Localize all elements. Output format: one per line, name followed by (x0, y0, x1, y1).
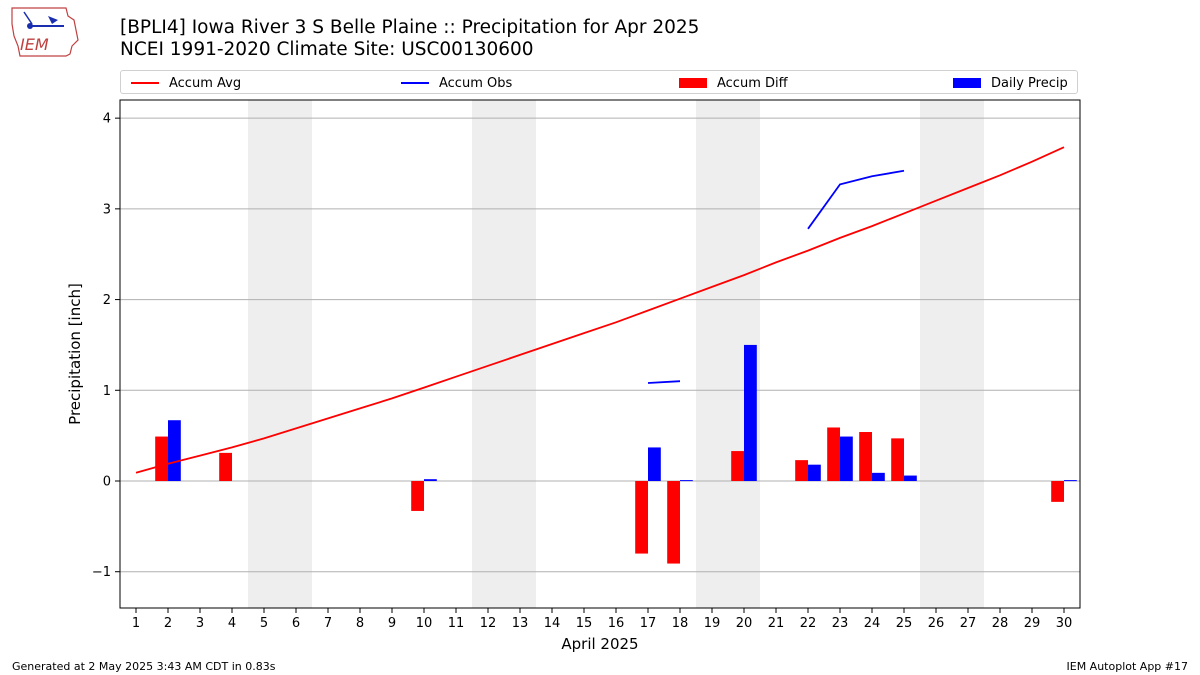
legend-item-accum-diff: Accum Diff (679, 75, 788, 91)
xtick-label-12: 12 (480, 616, 497, 631)
legend-item-daily-precip: Daily Precip (953, 75, 1068, 91)
legend-swatch-accum-diff (679, 78, 707, 88)
bar-accum-diff-22 (795, 460, 808, 481)
xtick-label-28: 28 (992, 616, 1009, 631)
xtick-label-8: 8 (356, 616, 364, 631)
bar-accum-diff-25 (891, 438, 904, 481)
legend: Accum Avg Accum Obs Accum Diff Daily Pre… (120, 70, 1078, 94)
footer-generated: Generated at 2 May 2025 3:43 AM CDT in 0… (12, 660, 276, 673)
weekend-band-26 (920, 100, 952, 608)
xtick-label-25: 25 (896, 616, 913, 631)
xtick-label-9: 9 (388, 616, 396, 631)
bar-daily-precip-25 (904, 475, 917, 481)
xtick-label-3: 3 (196, 616, 204, 631)
xtick-label-11: 11 (448, 616, 465, 631)
bar-accum-diff-4 (219, 452, 232, 481)
xtick-label-19: 19 (704, 616, 721, 631)
legend-label-accum-obs: Accum Obs (439, 75, 513, 91)
bar-daily-precip-30 (1064, 480, 1077, 482)
legend-label-accum-avg: Accum Avg (169, 75, 242, 91)
bar-accum-diff-2 (155, 436, 168, 481)
legend-swatch-accum-avg (131, 82, 159, 84)
xtick-label-6: 6 (292, 616, 300, 631)
legend-label-daily-precip: Daily Precip (991, 75, 1068, 91)
ytick-label-3: 3 (103, 202, 111, 217)
weekend-band-12 (472, 100, 504, 608)
xtick-label-22: 22 (800, 616, 817, 631)
xtick-label-2: 2 (164, 616, 172, 631)
bar-accum-diff-24 (859, 432, 872, 481)
line-accum-obs-segment-0 (647, 380, 681, 384)
bar-daily-precip-23 (840, 436, 853, 481)
xtick-label-5: 5 (260, 616, 268, 631)
ytick-label-4: 4 (103, 112, 111, 127)
weekend-band-27 (952, 100, 984, 608)
y-axis-label: Precipitation [inch] (66, 283, 84, 425)
ytick-label-1: 1 (103, 384, 111, 399)
plot-frame (119, 99, 1081, 609)
xtick-label-7: 7 (324, 616, 332, 631)
xtick-label-10: 10 (416, 616, 433, 631)
xtick-label-29: 29 (1024, 616, 1041, 631)
bar-daily-precip-24 (872, 472, 885, 481)
xtick-label-21: 21 (768, 616, 785, 631)
xtick-label-23: 23 (832, 616, 849, 631)
bar-daily-precip-18 (680, 480, 693, 482)
xtick-label-18: 18 (672, 616, 689, 631)
bar-accum-diff-18 (667, 481, 680, 564)
bar-accum-diff-17 (635, 481, 648, 554)
xtick-label-20: 20 (736, 616, 753, 631)
title-line-2: NCEI 1991-2020 Climate Site: USC00130600 (120, 39, 534, 60)
logo-text: IEM (20, 35, 49, 54)
bar-accum-diff-30 (1051, 481, 1064, 502)
legend-swatch-accum-obs (401, 82, 429, 84)
xtick-label-17: 17 (640, 616, 657, 631)
legend-label-accum-diff: Accum Diff (717, 75, 788, 91)
bar-daily-precip-20 (744, 344, 757, 481)
ytick-label--1: −1 (92, 565, 111, 580)
footer-app: IEM Autoplot App #17 (1066, 660, 1189, 673)
line-accum-avg-segment-0 (135, 146, 1065, 474)
bar-accum-diff-23 (827, 427, 840, 481)
xtick-label-24: 24 (864, 616, 881, 631)
chart-title: [BPLI4] Iowa River 3 S Belle Plaine :: P… (120, 17, 699, 61)
bar-accum-diff-20 (731, 451, 744, 481)
title-line-1: [BPLI4] Iowa River 3 S Belle Plaine :: P… (120, 17, 700, 38)
bar-daily-precip-2 (168, 420, 181, 481)
bar-daily-precip-17 (648, 447, 661, 481)
xtick-label-14: 14 (544, 616, 561, 631)
xtick-label-4: 4 (228, 616, 236, 631)
xtick-label-1: 1 (132, 616, 140, 631)
weekend-band-6 (280, 100, 312, 608)
xtick-label-15: 15 (576, 616, 593, 631)
legend-item-accum-obs: Accum Obs (401, 75, 512, 91)
iem-logo: IEM (11, 7, 79, 57)
xtick-label-16: 16 (608, 616, 625, 631)
line-accum-obs-segment-1 (807, 169, 905, 230)
legend-item-accum-avg: Accum Avg (131, 75, 241, 91)
weekend-band-19 (696, 100, 728, 608)
legend-swatch-daily-precip (953, 78, 981, 88)
ytick-label-2: 2 (103, 293, 111, 308)
x-axis-label: April 2025 (561, 635, 638, 653)
bar-daily-precip-22 (808, 464, 821, 481)
xtick-label-26: 26 (928, 616, 945, 631)
weekend-band-5 (248, 100, 280, 608)
xtick-label-13: 13 (512, 616, 529, 631)
bar-daily-precip-10 (424, 479, 437, 481)
ytick-label-0: 0 (103, 475, 111, 490)
xtick-label-27: 27 (960, 616, 977, 631)
bar-accum-diff-10 (411, 481, 424, 511)
xtick-label-30: 30 (1056, 616, 1073, 631)
